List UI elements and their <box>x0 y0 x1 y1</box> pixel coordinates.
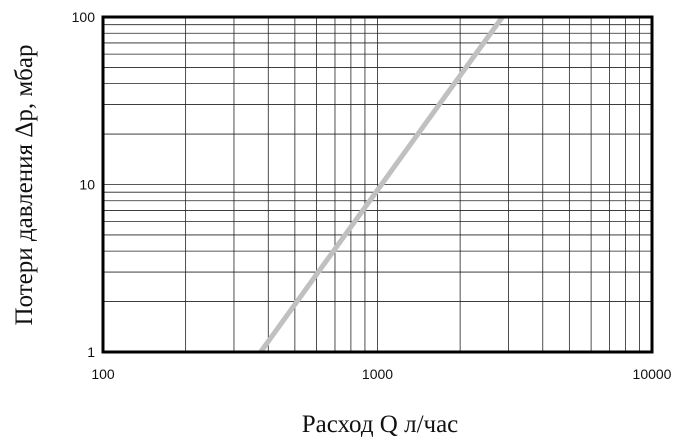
series-line <box>258 15 505 354</box>
x-axis-label: Расход Q л/час <box>302 411 459 438</box>
y-tick-label: 1 <box>87 344 95 360</box>
series-group <box>258 15 505 354</box>
x-tick-label: 100 <box>91 366 115 382</box>
y-axis-label: Потери давления Δp, мбар <box>11 45 38 326</box>
tick-labels: 100 1000 10000 1 10 100 <box>72 9 672 382</box>
grid <box>103 17 652 352</box>
x-tick-label: 10000 <box>633 366 672 382</box>
plot-area-border <box>101 15 654 354</box>
y-tick-label: 100 <box>72 9 96 25</box>
x-tick-label: 1000 <box>362 366 393 382</box>
y-tick-label: 10 <box>79 177 95 193</box>
